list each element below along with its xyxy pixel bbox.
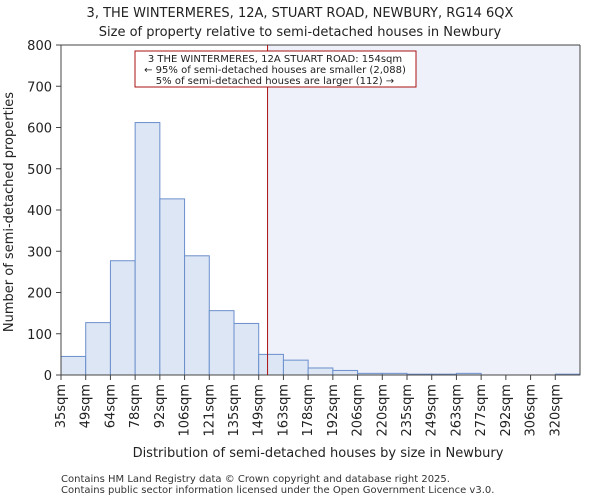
y-tick-label-400: 400 <box>27 204 52 219</box>
x-tick-label-135sqm: 135sqm <box>227 384 242 437</box>
x-tick-label-121sqm: 121sqm <box>202 384 217 437</box>
y-tick-label-0: 0 <box>44 369 52 384</box>
x-tick-label-49sqm: 49sqm <box>79 384 94 428</box>
y-tick-label-200: 200 <box>27 287 52 302</box>
chart-subtitle: Size of property relative to semi-detach… <box>99 25 502 40</box>
x-ticks-group: 35sqm 49sqm 64sqm 78sqm 92sqm 106sqm 121sqm 135… <box>54 375 563 437</box>
y-tick-label-800: 800 <box>27 39 52 54</box>
footer-copyright: Contains HM Land Registry data © Crown c… <box>61 474 450 485</box>
y-axis-label: Number of semi-detached properties <box>2 92 17 332</box>
x-axis-label: Distribution of semi-detached houses by … <box>133 446 504 461</box>
bar-49sqm <box>85 322 111 376</box>
annotation-line-2: ← 95% of semi-detached houses are smalle… <box>144 65 406 76</box>
bar-149sqm <box>258 353 284 376</box>
bar-78sqm <box>134 122 161 376</box>
x-tick-label-192sqm: 192sqm <box>326 384 341 437</box>
bar-106sqm <box>184 255 210 376</box>
x-tick-label-35sqm: 35sqm <box>54 384 69 428</box>
x-tick-label-178sqm: 178sqm <box>301 384 316 437</box>
x-tick-label-263sqm: 263sqm <box>449 384 464 437</box>
x-tick-label-277sqm: 277sqm <box>474 384 489 437</box>
bar-121sqm <box>208 310 235 376</box>
y-tick-label-500: 500 <box>27 163 52 178</box>
x-tick-label-149sqm: 149sqm <box>252 384 267 437</box>
annotation-line-1: 3 THE WINTERMERES, 12A STUART ROAD: 154s… <box>148 54 402 65</box>
bar-192sqm <box>332 369 359 376</box>
x-tick-label-78sqm: 78sqm <box>128 384 143 428</box>
x-tick-label-64sqm: 64sqm <box>103 384 118 428</box>
x-tick-label-163sqm: 163sqm <box>276 384 291 437</box>
marker-annotation: 3 THE WINTERMERES, 12A STUART ROAD: 154s… <box>134 50 417 88</box>
x-tick-label-235sqm: 235sqm <box>400 384 415 437</box>
x-tick-label-306sqm: 306sqm <box>524 384 539 437</box>
bar-135sqm <box>233 322 260 376</box>
y-tick-label-100: 100 <box>27 328 52 343</box>
x-tick-label-106sqm: 106sqm <box>178 384 193 437</box>
bar-178sqm <box>307 367 334 376</box>
bar-163sqm <box>282 359 309 376</box>
x-tick-label-206sqm: 206sqm <box>351 384 366 437</box>
annotation-line-3: 5% of semi-detached houses are larger (1… <box>156 76 394 87</box>
y-tick-label-700: 700 <box>27 80 52 95</box>
y-ticks-group: 0 100 200 300 400 500 600 700 800 <box>27 39 61 384</box>
x-tick-label-320sqm: 320sqm <box>548 384 563 437</box>
x-tick-label-92sqm: 92sqm <box>153 384 168 428</box>
y-tick-label-600: 600 <box>27 122 52 137</box>
footer-licence: Contains public sector information licen… <box>61 485 495 496</box>
larger-properties-region <box>267 45 580 375</box>
bar-35sqm <box>60 355 87 376</box>
y-tick-label-300: 300 <box>27 245 52 260</box>
x-tick-label-249sqm: 249sqm <box>425 384 440 437</box>
bar-92sqm <box>159 198 186 376</box>
bars-group <box>60 122 581 376</box>
x-tick-label-220sqm: 220sqm <box>375 384 390 437</box>
annotation-box <box>134 50 417 88</box>
bar-64sqm <box>109 260 136 376</box>
x-tick-label-292sqm: 292sqm <box>499 384 514 437</box>
chart-title: 3, THE WINTERMERES, 12A, STUART ROAD, NE… <box>87 6 514 21</box>
